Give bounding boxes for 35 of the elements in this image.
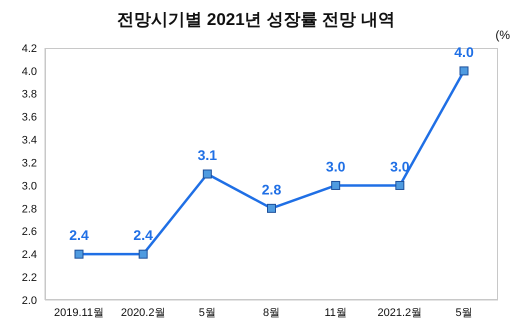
data-label: 3.1	[198, 147, 218, 163]
data-label: 2.4	[69, 227, 89, 244]
y-tick-label: 2.6	[22, 226, 37, 238]
data-label: 3.0	[390, 158, 410, 174]
y-tick-label: 3.4	[22, 134, 37, 147]
y-tick-label: 2.2	[22, 272, 37, 284]
x-tick-label: 5월	[198, 306, 216, 319]
y-tick-label: 4.2	[22, 42, 37, 55]
y-tick-label: 2.8	[22, 203, 37, 216]
y-tick-label: 3.8	[22, 88, 37, 101]
point	[138, 250, 148, 259]
data-label: 4.0	[454, 44, 474, 60]
x-tick-label: 8월	[262, 306, 280, 319]
x-tick-label: 2021.2월	[378, 306, 422, 319]
y-axis-title: (%	[495, 28, 510, 42]
x-tick-label: 5월	[455, 306, 473, 319]
data-label: 2.8	[262, 181, 282, 198]
y-tick-label: 3.0	[22, 180, 37, 192]
point	[74, 250, 84, 259]
y-tick-label: 3.6	[22, 112, 37, 124]
y-tick-label: 2.0	[22, 294, 37, 307]
data-label: 3.0	[326, 158, 346, 174]
point	[331, 180, 340, 190]
x-tick-label: 11월	[324, 306, 347, 319]
data-label: 2.4	[133, 227, 154, 244]
point	[267, 204, 276, 213]
point	[395, 180, 404, 190]
point	[460, 66, 468, 76]
chart-title: 전망시기별 2021년 성장률 전망 내역	[117, 10, 395, 29]
x-tick-label: 2020.2월	[120, 306, 166, 319]
y-tick-label: 2.4	[22, 249, 37, 262]
x-tick-label: 2019.11월	[54, 306, 104, 319]
point	[202, 170, 212, 178]
y-tick-label: 4.0	[22, 66, 37, 78]
y-tick-label: 3.2	[22, 157, 37, 170]
